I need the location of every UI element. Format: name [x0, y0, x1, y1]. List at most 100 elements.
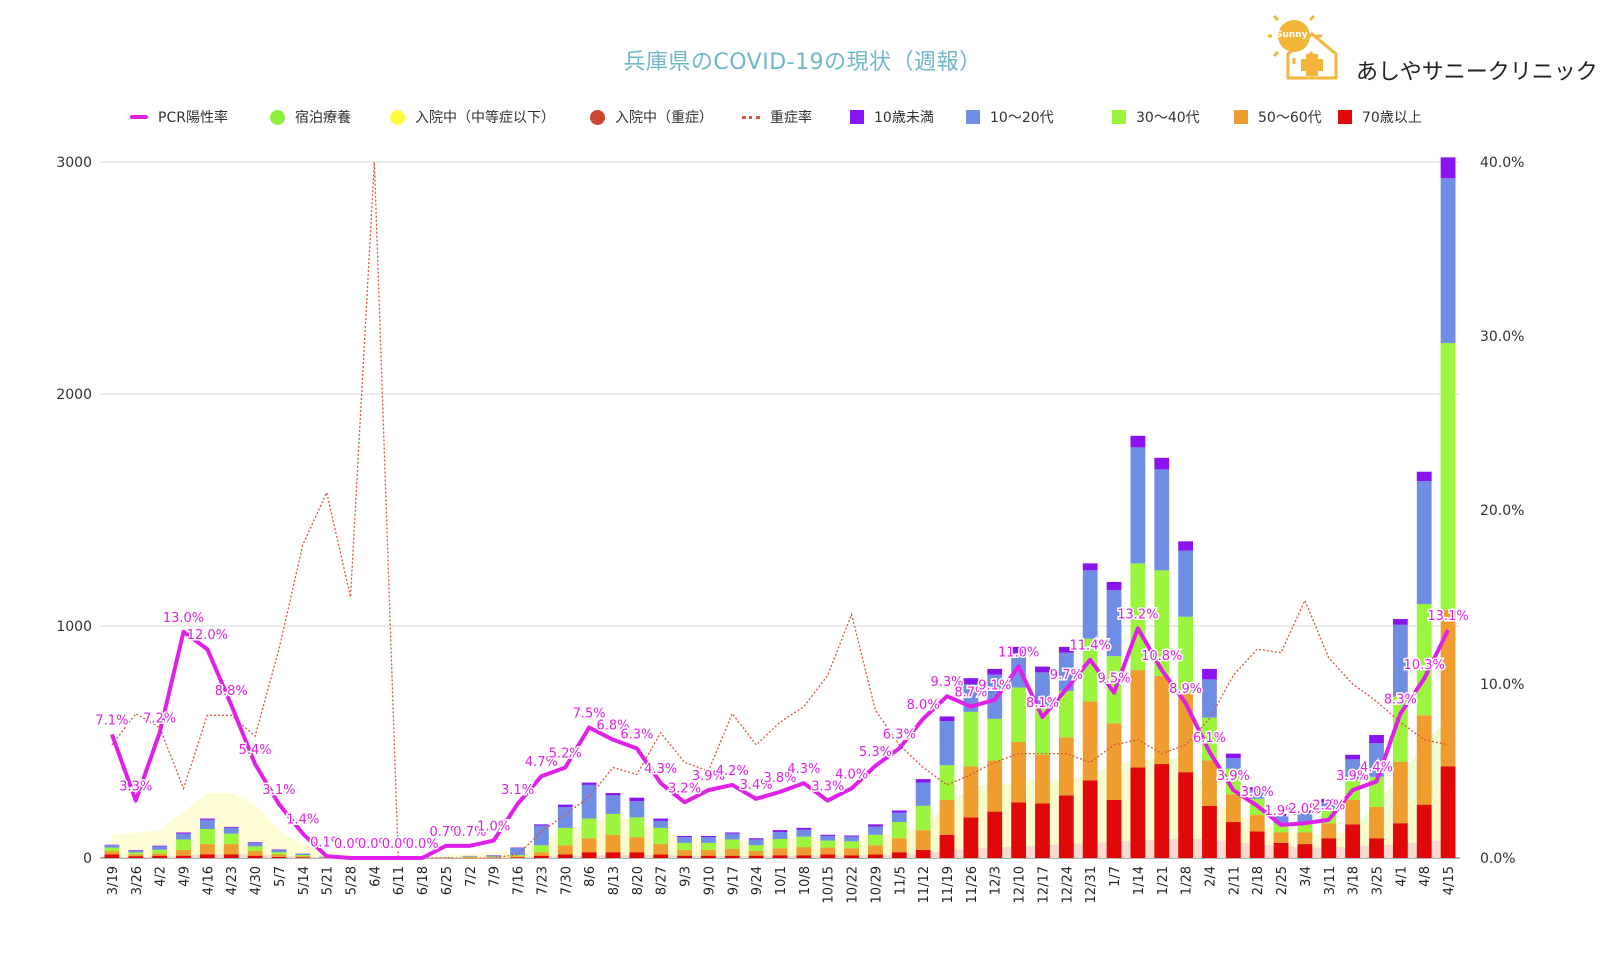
bar-segment	[915, 849, 931, 858]
bar-segment	[701, 837, 716, 843]
pcr-data-label: 3.2%	[668, 781, 701, 796]
x-tick-label: 5/21	[321, 866, 336, 895]
bar-segment	[1369, 838, 1384, 858]
bar-segment	[1225, 758, 1241, 769]
bar-segment	[1345, 759, 1361, 780]
bar-segment	[271, 852, 287, 855]
bar-segment	[1202, 717, 1217, 761]
pcr-data-label: 3.9%	[692, 769, 725, 784]
bar-segment	[1273, 832, 1289, 843]
bar-segment	[1297, 812, 1313, 823]
bar-segment	[629, 817, 645, 838]
x-tick-label: 1/7	[1108, 866, 1123, 887]
x-tick-label: 4/15	[1442, 866, 1457, 895]
pcr-data-label: 3.9%	[1336, 769, 1369, 784]
bar-segment	[1058, 737, 1074, 796]
bar-segment	[724, 839, 740, 849]
bar-segment	[199, 844, 215, 855]
x-tick-label: 1/21	[1156, 866, 1171, 895]
bar-segment	[1345, 754, 1361, 760]
legend-swatch	[1234, 110, 1248, 124]
bar-segment	[247, 846, 263, 852]
pcr-data-label: 4.7%	[525, 755, 558, 770]
bar-segment	[557, 845, 573, 855]
bar-segment	[1416, 471, 1432, 481]
x-tick-label: 7/2	[464, 866, 479, 887]
legend-item: 宿泊療養	[270, 106, 351, 128]
bar-segment	[199, 829, 215, 845]
bar-segment	[1202, 760, 1217, 806]
bar-segment	[629, 852, 645, 858]
bar-segment	[1345, 824, 1361, 858]
bar-segment	[1440, 342, 1456, 610]
x-tick-label: 4/1	[1394, 866, 1409, 887]
bar-segment	[104, 847, 120, 852]
clinic-logo: Sunny あしやサニークリニック	[1266, 8, 1598, 85]
bar-segment	[1035, 706, 1050, 755]
bar-segment	[247, 851, 263, 856]
bar-segment	[534, 855, 549, 858]
bar-segment	[868, 834, 883, 846]
legend-label: 10～20代	[990, 110, 1054, 126]
bar-segment	[557, 804, 573, 807]
bar-segment	[1416, 481, 1432, 604]
legend-item: 入院中（中等症以下）	[390, 106, 555, 128]
bar-segment	[1035, 754, 1050, 804]
bar-segment	[701, 835, 716, 838]
x-tick-label: 9/10	[702, 866, 717, 895]
pcr-data-label: 3.1%	[262, 783, 295, 798]
bar-segment	[796, 847, 812, 856]
bar-segment	[772, 838, 788, 849]
x-tick-label: 12/10	[1013, 866, 1028, 903]
x-tick-label: 2/4	[1203, 866, 1218, 887]
bar-segment	[987, 811, 1003, 858]
bar-segment	[605, 852, 621, 858]
bar-segment	[1178, 772, 1194, 858]
pcr-data-label: 1.9%	[1265, 804, 1298, 819]
x-tick-label: 4/8	[1418, 866, 1433, 887]
bar-segment	[1082, 563, 1098, 571]
pcr-data-label: 5.3%	[859, 745, 892, 760]
bar-segment	[653, 844, 669, 855]
pcr-data-label: 7.5%	[573, 707, 606, 722]
bar-segment	[295, 856, 311, 858]
bar-segment	[581, 852, 597, 858]
bar-segment	[677, 855, 692, 858]
bar-segment	[1082, 570, 1098, 639]
bar-segment	[653, 818, 669, 821]
pcr-data-label: 4.0%	[835, 767, 868, 782]
bar-segment	[772, 832, 788, 839]
bar-segment	[223, 827, 239, 834]
bar-segment	[510, 854, 525, 857]
bar-segment	[1106, 590, 1122, 657]
bar-segment	[748, 838, 764, 840]
bar-segment	[629, 797, 645, 802]
bar-segment	[1011, 646, 1026, 654]
x-tick-label: 11/5	[893, 866, 908, 895]
legend-label: 入院中（中等症以下）	[415, 110, 555, 126]
bar-segment	[1011, 687, 1026, 742]
bar-segment	[724, 848, 740, 856]
bar-segment	[1249, 831, 1265, 858]
bar-segment	[1154, 675, 1170, 765]
legend-item: PCR陽性率	[130, 106, 228, 128]
x-tick-label: 8/27	[655, 866, 670, 895]
pcr-data-label: 13.1%	[1427, 609, 1468, 624]
bar-segment	[1345, 800, 1361, 825]
bar-segment	[1321, 798, 1337, 803]
bar-segment	[534, 825, 549, 846]
bar-segment	[1178, 616, 1194, 694]
bar-segment	[1273, 842, 1289, 858]
pcr-rate-line	[110, 626, 1450, 860]
bar-segment	[915, 805, 931, 831]
severe-rate-line	[111, 161, 1449, 859]
x-tick-label: 10/22	[846, 866, 861, 903]
legend-swatch	[742, 115, 760, 119]
x-tick-label: 9/3	[679, 866, 694, 887]
x-tick-label: 2/25	[1275, 866, 1290, 895]
bar-segment	[104, 845, 120, 848]
bar-segment	[629, 837, 645, 853]
x-tick-label: 10/1	[774, 866, 789, 895]
pcr-data-label: 4.2%	[716, 764, 749, 779]
